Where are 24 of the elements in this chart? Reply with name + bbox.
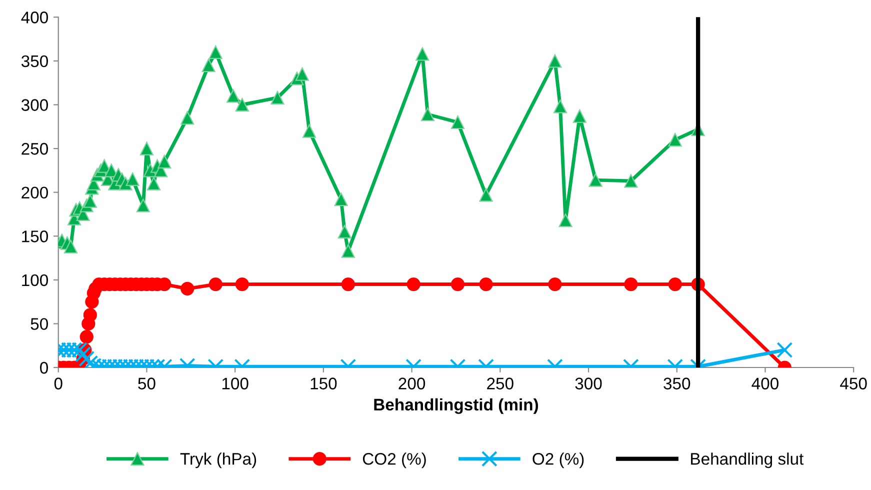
y-tick-label: 200 — [22, 186, 48, 199]
x-tick-label: 100 — [222, 378, 248, 390]
y-tick-label: 100 — [22, 274, 48, 286]
y-tick-label: 0 — [40, 362, 48, 374]
x-tick-label: 400 — [752, 378, 778, 390]
legend-label: Tryk (hPa) — [180, 452, 256, 468]
x-tick-label: 0 — [54, 378, 62, 390]
y-tick-label: 300 — [21, 99, 48, 111]
legend-label: Behandling slut — [691, 452, 804, 468]
x-tick-label: 450 — [840, 378, 867, 390]
x-tick-label: 200 — [398, 378, 426, 390]
y-tick-label: 150 — [22, 230, 48, 242]
y-tick-label: 50 — [30, 318, 48, 330]
x-tick-label: 350 — [664, 378, 690, 390]
x-axis-title: Behandlingstid (min) — [374, 398, 538, 414]
legend-label: O2 (%) — [532, 452, 584, 468]
x-tick-label: 50 — [138, 378, 156, 390]
y-tick-label: 250 — [22, 142, 48, 155]
x-tick-label: 150 — [310, 378, 337, 390]
y-tick-label: 350 — [21, 55, 48, 68]
y-tick-label: 400 — [21, 12, 48, 24]
legend-label: CO2 (%) — [362, 452, 426, 468]
x-tick-label: 250 — [487, 378, 514, 390]
x-tick-label: 300 — [575, 378, 602, 390]
